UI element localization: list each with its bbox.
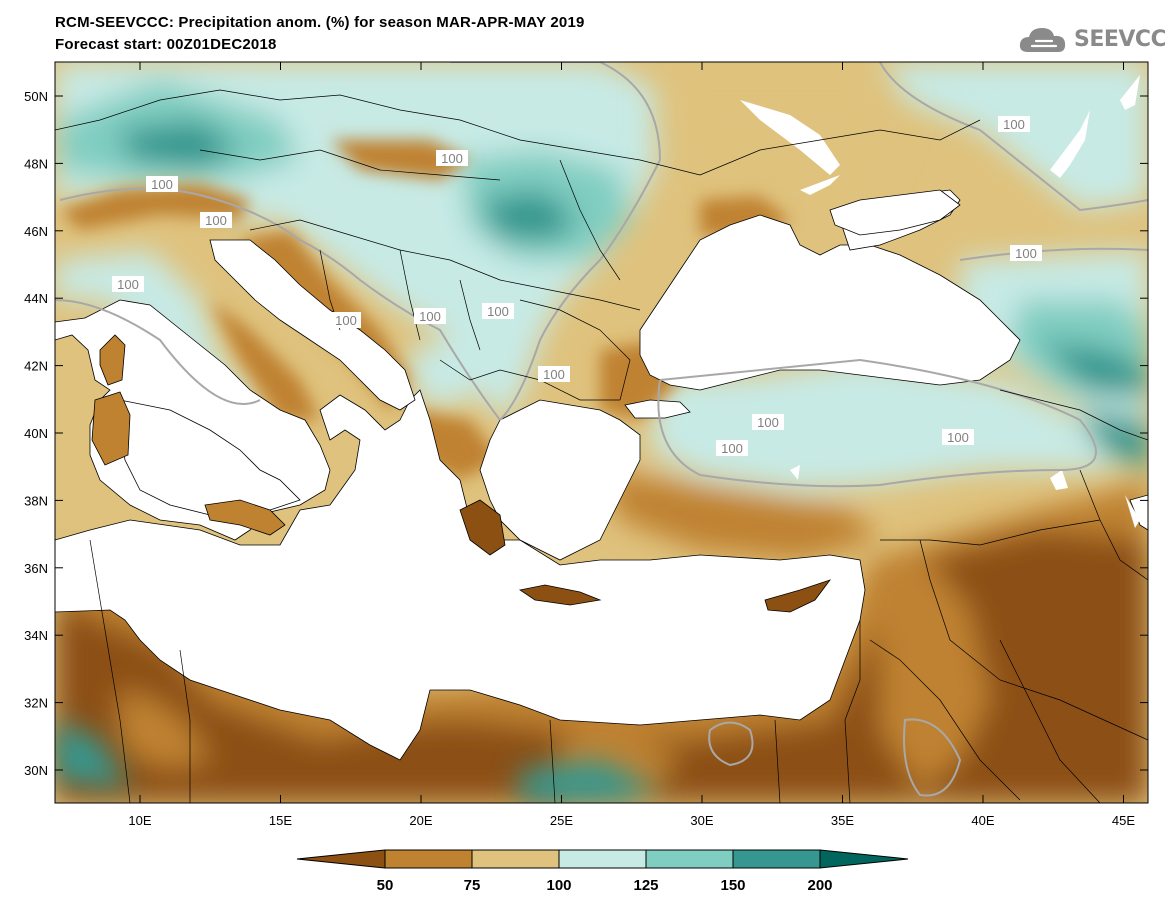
colorbar-segment (819, 849, 909, 869)
x-tick-label: 20E (409, 813, 432, 828)
x-tick-label: 25E (550, 813, 573, 828)
svg-text:100: 100 (1003, 117, 1025, 132)
sea-mask (55, 75, 1148, 761)
x-tick-label: 30E (690, 813, 713, 828)
y-tick-label: 48N (24, 156, 48, 171)
contour-label: 100 (942, 429, 974, 445)
svg-text:100: 100 (721, 441, 743, 456)
contour-label: 100 (752, 414, 784, 430)
y-tick-label: 30N (24, 763, 48, 778)
y-tick-label: 38N (24, 493, 48, 508)
contour-label: 100 (998, 116, 1030, 132)
colorbar-tick-label: 150 (720, 877, 745, 894)
colorbar-tick-label: 200 (807, 877, 832, 894)
cloud-logo-icon (1019, 28, 1066, 52)
logo-text: SEEVCCC (1074, 26, 1165, 52)
base-anomaly-field (55, 62, 1148, 803)
map-frame (54, 61, 1149, 804)
y-tick-label: 32N (24, 696, 48, 711)
y-tick-label: 44N (24, 291, 48, 306)
contour-100-lines (55, 62, 1148, 797)
colorbar-segment (296, 849, 386, 869)
dry-south-field (55, 480, 1148, 803)
colorbar-segment (471, 849, 560, 869)
contour-label: 100 (1010, 245, 1042, 261)
contour-labels: 100 100 100 100 100 100 100 100 100 100 … (0, 0, 1042, 456)
y-tick-label: 36N (24, 561, 48, 576)
colorbar: 50 75 100 125 150 200 (296, 849, 909, 894)
svg-text:100: 100 (441, 151, 463, 166)
islands (91, 189, 961, 613)
contour-label: 100 (436, 150, 468, 166)
svg-text:100: 100 (205, 213, 227, 228)
svg-text:100: 100 (117, 277, 139, 292)
colorbar-tick-label: 75 (464, 877, 481, 894)
y-tick-label: 42N (24, 359, 48, 374)
map-area: 100 100 100 100 100 100 100 100 100 100 … (0, 0, 1148, 803)
contour-label: 100 (482, 303, 514, 319)
contour-label: 100 (0, 0, 11, 3)
svg-text:100: 100 (419, 309, 441, 324)
colorbar-segment (558, 849, 647, 869)
x-tick-label: 40E (971, 813, 994, 828)
y-tick-label: 46N (24, 224, 48, 239)
svg-text:100: 100 (757, 415, 779, 430)
forecast-start-label: Forecast start: 00Z01DEC2018 (55, 36, 277, 53)
contour-label: 100 (331, 312, 361, 328)
colorbar-tick-label: 125 (633, 877, 658, 894)
svg-text:100: 100 (151, 177, 173, 192)
colorbar-tick-label: 50 (377, 877, 394, 894)
colorbar-tick-label: 100 (546, 877, 571, 894)
x-tick-label: 15E (269, 813, 292, 828)
contour-label: 100 (716, 440, 748, 456)
wet-anatolia-field (600, 250, 1148, 560)
svg-text:100: 100 (487, 304, 509, 319)
contour-label: 100 (414, 308, 446, 324)
x-tick-label: 10E (128, 813, 151, 828)
svg-text:100: 100 (947, 430, 969, 445)
political-borders (55, 89, 1148, 803)
svg-text:100: 100 (335, 313, 357, 328)
y-axis: 50N 48N 46N 44N 42N 40N 38N 36N 34N 32N 30N (24, 89, 1148, 778)
x-axis: 10E 15E 20E 25E 30E 35E 40E 45E (128, 62, 1135, 828)
contour-label: 100 (146, 176, 178, 192)
contour-label: 100 (112, 276, 144, 292)
x-tick-label: 45E (1112, 813, 1135, 828)
svg-text:100: 100 (543, 367, 565, 382)
colorbar-segment (384, 849, 473, 869)
y-tick-label: 40N (24, 426, 48, 441)
colorbar-segment (732, 849, 821, 869)
svg-text:100: 100 (1015, 246, 1037, 261)
y-tick-label: 34N (24, 628, 48, 643)
wet-central-europe-field (55, 62, 1148, 803)
map-title: RCM-SEEVCCC: Precipitation anom. (%) for… (55, 14, 585, 31)
colorbar-segment (645, 849, 734, 869)
contour-label: 100 (538, 366, 570, 382)
x-tick-label: 35E (831, 813, 854, 828)
contour-label: 100 (200, 212, 232, 228)
y-tick-label: 50N (24, 89, 48, 104)
dry-streaks-field (60, 140, 790, 480)
dry-brown-north-field (660, 62, 900, 200)
seevccc-logo: SEEVCCC (1018, 22, 1165, 56)
